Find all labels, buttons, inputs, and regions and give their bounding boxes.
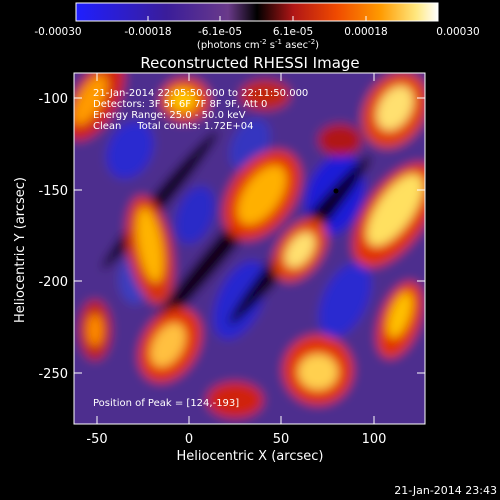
footer-timestamp: 21-Jan-2014 23:43 xyxy=(394,484,497,497)
y-axis-ticks xyxy=(74,97,425,374)
plot-frame xyxy=(73,72,426,425)
x-tick-label: 50 xyxy=(273,432,290,447)
colorbar-tick-label: -0.00018 xyxy=(124,26,171,38)
info-energy-range: Energy Range: 25.0 - 50.0 keV xyxy=(93,110,246,121)
x-axis-label: Heliocentric X (arcsec) xyxy=(177,449,324,464)
y-tick-label: -100 xyxy=(38,92,68,107)
x-axis-ticks xyxy=(96,73,375,424)
peak-position-label: Position of Peak = [124,-193] xyxy=(93,398,239,409)
colorbar-tick-label: 0.00018 xyxy=(344,26,387,38)
y-tick-label: -250 xyxy=(38,367,68,382)
x-tick-label: -50 xyxy=(86,432,107,447)
info-method-counts: Clean Total counts: 1.72E+04 xyxy=(93,121,253,132)
y-tick-label: -150 xyxy=(38,184,68,199)
info-detectors: Detectors: 3F 5F 6F 7F 8F 9F, Att 0 xyxy=(93,99,267,110)
rhessi-image xyxy=(74,73,425,424)
colorbar-tick-label: -0.00030 xyxy=(34,26,81,38)
x-tick-label: 100 xyxy=(362,432,387,447)
colorbar-units: (photons cm-2 s-1 asec-2) xyxy=(197,38,319,51)
colorbar xyxy=(75,2,439,22)
info-time-range: 21-Jan-2014 22:05:50.000 to 22:11:50.000 xyxy=(93,88,308,99)
plot-title: Reconstructed RHESSI Image xyxy=(140,54,359,72)
colorbar-ticks xyxy=(75,16,439,21)
x-tick-label: 0 xyxy=(185,432,193,447)
y-tick-label: -200 xyxy=(38,275,68,290)
colorbar-tick-label: -6.1e-05 xyxy=(198,26,242,38)
y-axis-label: Heliocentric Y (arcsec) xyxy=(13,177,28,323)
colorbar-tick-label: 6.1e-05 xyxy=(273,26,313,38)
colorbar-tick-label: 0.00030 xyxy=(436,26,479,38)
peak-marker xyxy=(333,188,339,194)
